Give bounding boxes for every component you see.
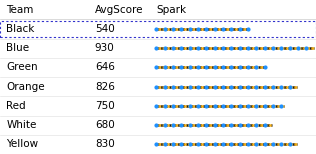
Text: Blue: Blue: [6, 43, 29, 53]
Text: Yellow: Yellow: [6, 139, 39, 149]
Text: 830: 830: [95, 139, 114, 149]
Text: 930: 930: [95, 43, 114, 53]
Text: Spark: Spark: [156, 5, 186, 15]
Text: 750: 750: [95, 101, 114, 111]
Text: Orange: Orange: [6, 82, 45, 92]
Text: 540: 540: [95, 24, 114, 34]
Text: Team: Team: [6, 5, 34, 15]
Text: 646: 646: [95, 62, 115, 72]
Text: 826: 826: [95, 82, 115, 92]
Text: Black: Black: [6, 24, 35, 34]
Text: Red: Red: [6, 101, 26, 111]
Text: AvgScore: AvgScore: [95, 5, 143, 15]
Text: 680: 680: [95, 120, 114, 130]
Text: Green: Green: [6, 62, 38, 72]
Bar: [0, 21, 316, 37]
Text: White: White: [6, 120, 37, 130]
